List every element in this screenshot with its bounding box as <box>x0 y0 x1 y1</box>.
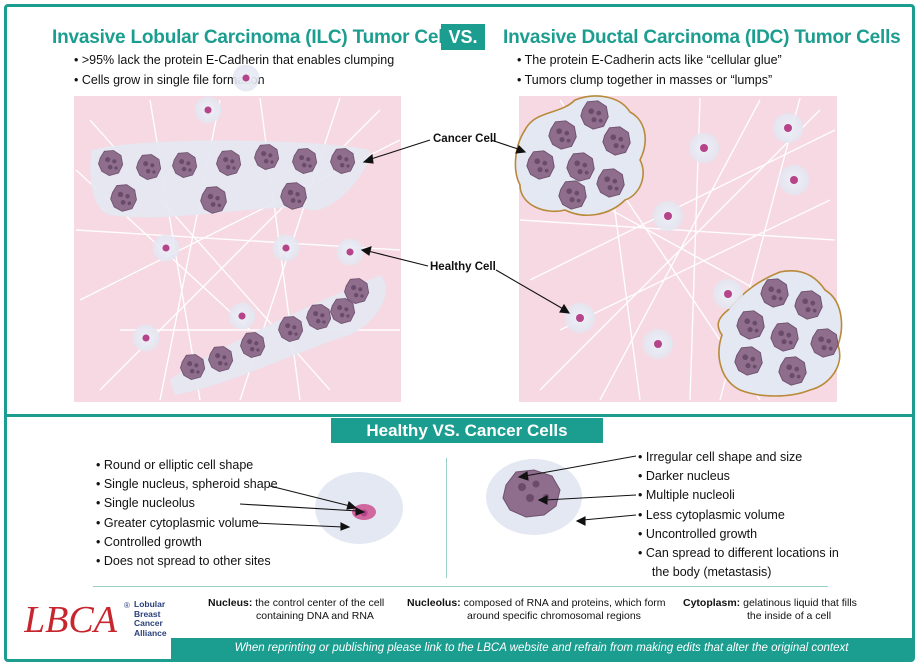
healthy-trait: • Round or elliptic cell shape <box>96 458 254 472</box>
nucleus-definition: Nucleus: the control center of the cell … <box>208 597 385 622</box>
label-arrows <box>360 139 571 314</box>
healthy-trait: • Greater cytoplasmic volume <box>96 515 259 530</box>
tumor-illustration <box>74 64 843 402</box>
cell-comparison-illustration <box>239 455 637 544</box>
healthy-trait: • Does not spread to other sites <box>96 554 271 569</box>
idc-title: Invasive Ductal Carcinoma (IDC) Tumor Ce… <box>503 27 901 48</box>
lbca-logo: LBCA ® <box>24 599 130 640</box>
footer-notice: When reprinting or publishing please lin… <box>171 638 912 659</box>
cancer-trait: • Darker nucleus <box>638 469 730 484</box>
cancer-trait: the body (metastasis) <box>638 565 772 580</box>
idc-bullet-2: • Tumors clump together in masses or “lu… <box>517 73 773 87</box>
cancer-trait: • Can spread to different locations in <box>638 546 839 561</box>
column-divider <box>446 458 447 578</box>
outer-frame <box>4 4 915 662</box>
healthy-trait: • Single nucleolus <box>96 496 195 511</box>
cancer-trait: • Irregular cell shape and size <box>638 450 803 464</box>
cytoplasm-definition: Cytoplasm: gelatinous liquid that fills … <box>683 597 857 622</box>
idc-cluster-top <box>514 95 646 216</box>
cancer-cell-label: Cancer Cell <box>433 133 497 145</box>
cancer-trait: • Uncontrolled growth <box>638 526 758 541</box>
idc-bullet-1: • The protein E-Cadherin acts like “cell… <box>517 53 782 67</box>
cancer-trait: • Less cytoplasmic volume <box>638 507 785 522</box>
cytoplasm-term: Cytoplasm: <box>683 597 741 609</box>
svg-text:®: ® <box>124 601 130 610</box>
cancer-trait: • Multiple nucleoli <box>638 488 735 503</box>
cancer-traits-list: • Irregular cell shape and size • Darker… <box>638 448 839 582</box>
ilc-cancer-cells <box>90 140 386 395</box>
nucleolus-definition: Nucleolus: composed of RNA and proteins,… <box>407 597 666 622</box>
healthy-trait: • Controlled growth <box>96 534 202 549</box>
healthy-trait: • Single nucleus, spheroid shape <box>96 477 278 492</box>
nucleus-term: Nucleus: <box>208 597 253 609</box>
ilc-bullet-2: • Cells grow in single file formation <box>74 73 265 87</box>
lbca-logo-text: Lobular Breast Cancer Alliance <box>134 599 167 638</box>
healthy-traits-list: • Round or elliptic cell shape • Single … <box>96 456 278 571</box>
healthy-cell-label: Healthy Cell <box>430 261 496 273</box>
comparison-title: Healthy VS. Cancer Cells <box>331 418 603 443</box>
vs-badge: VS. <box>441 24 485 50</box>
lbca-logo-mark: LBCA <box>24 599 118 640</box>
definitions-rule <box>93 586 828 587</box>
section-divider <box>4 414 915 417</box>
ilc-title: Invasive Lobular Carcinoma (ILC) Tumor C… <box>52 27 459 48</box>
cancer-cell-nucleus <box>502 469 561 518</box>
idc-cluster-bottom <box>717 270 843 397</box>
ilc-bullet-1: • >95% lack the protein E-Cadherin that … <box>74 53 395 67</box>
nucleolus-term: Nucleolus: <box>407 597 461 609</box>
